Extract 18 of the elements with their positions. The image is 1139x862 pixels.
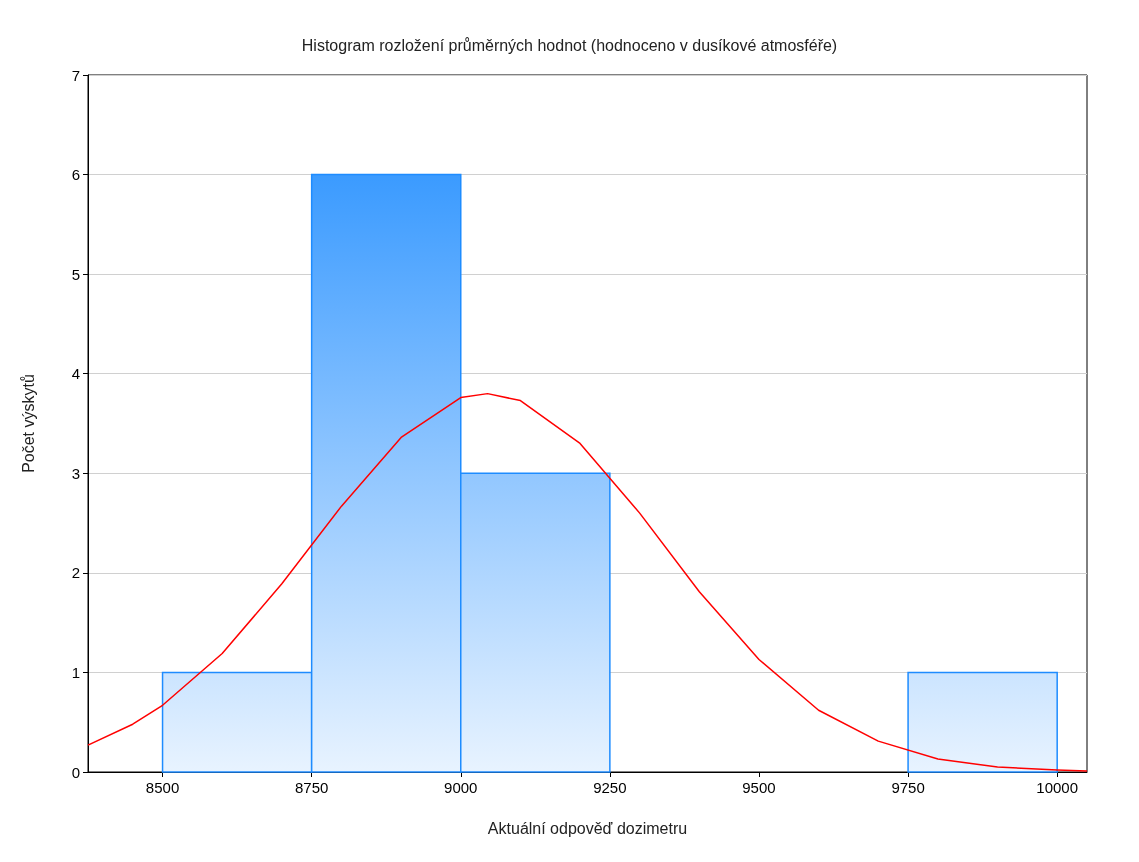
- y-axis-title: Počet výskytů: [19, 374, 37, 473]
- x-tick-label: 8500: [145, 779, 180, 796]
- x-tick-label: 9000: [444, 779, 478, 796]
- x-tick-label: 9500: [742, 779, 776, 796]
- y-tick-label: 2: [71, 564, 80, 582]
- y-tick-label: 3: [71, 464, 80, 482]
- y-tick-label: 5: [71, 265, 80, 283]
- y-tick-label: 4: [71, 365, 80, 383]
- x-tick-label: 10000: [1036, 779, 1079, 796]
- x-tick-label: 8750: [294, 779, 329, 796]
- y-tick-label: 7: [71, 66, 80, 84]
- x-tick-label: 9250: [593, 779, 627, 796]
- x-axis-title: Aktuální odpověď dozimetru: [487, 819, 688, 837]
- y-tick-label: 0: [71, 763, 80, 781]
- x-tick-label: 9750: [891, 779, 925, 796]
- y-tick-label: 6: [71, 166, 80, 184]
- chart-title: Histogram rozložení průměrných hodnot (hodnoceno v dusíkové atmosféře): [301, 36, 838, 54]
- y-tick-label: 1: [71, 663, 80, 681]
